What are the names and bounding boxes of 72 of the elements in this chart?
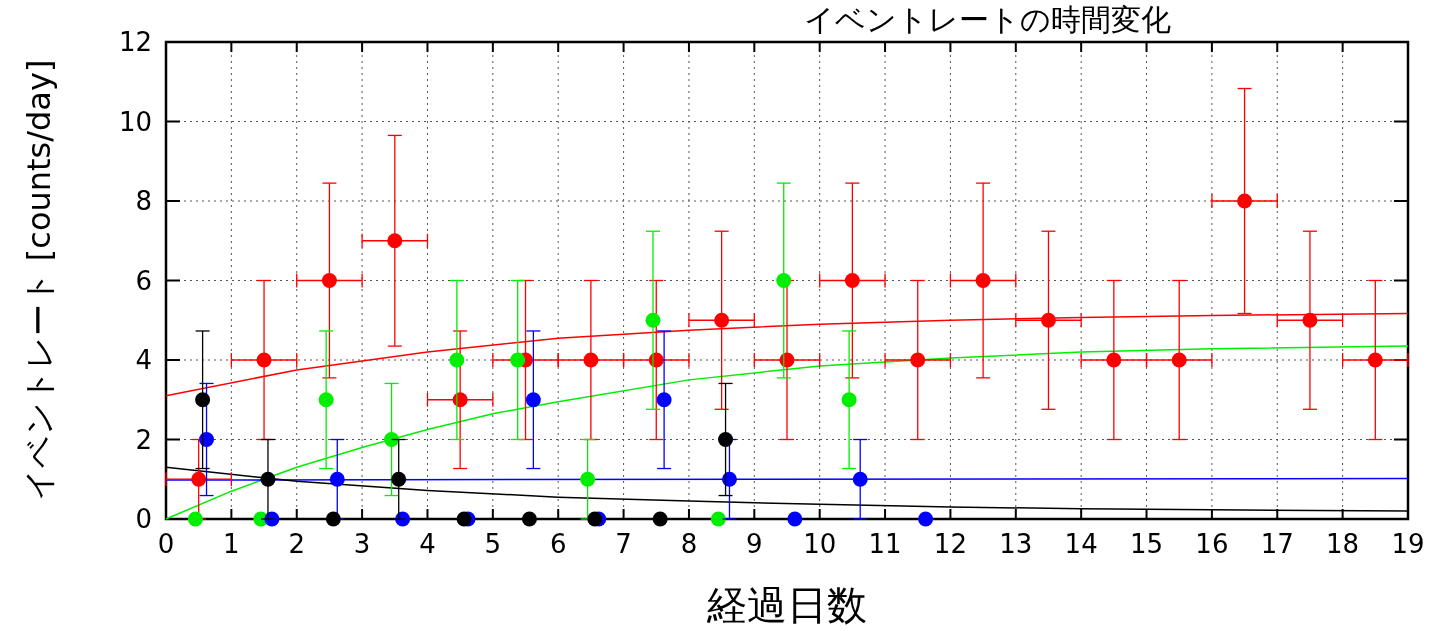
point [449,352,465,368]
x-axis-title: 経過日数 [706,582,867,628]
point [456,511,472,527]
x-tick-label: 12 [933,529,967,559]
point [1302,312,1318,328]
x-tick-label: 3 [353,529,371,559]
y-tick-label: 2 [135,424,152,455]
point [714,312,730,328]
point [718,432,734,447]
x-tick-label: 7 [615,529,632,559]
x-tick-label: 2 [288,529,306,559]
point [918,511,934,527]
point [521,511,537,527]
y-tick-label: 6 [135,265,152,296]
x-tick-label: 16 [1195,529,1229,559]
x-tick-label: 18 [1326,529,1360,559]
y-axis-title: イベントレート [counts/day] [20,59,58,502]
y-tick-label: 10 [118,106,152,137]
point [191,471,207,487]
point [844,273,860,288]
point [510,352,526,368]
x-tick-label: 14 [1064,529,1098,559]
point [583,352,599,368]
y-tick-label: 4 [135,345,152,375]
point [391,471,407,487]
x-tick-label: 11 [868,529,902,559]
point [1106,352,1122,368]
x-tick-label: 4 [419,529,436,559]
x-tick-label: 13 [999,529,1033,559]
point [525,392,541,408]
point [325,511,341,527]
point [256,352,272,368]
point [1367,352,1383,368]
x-tick-label: 15 [1129,529,1164,559]
x-tick-label: 17 [1260,529,1294,559]
point [1040,312,1056,328]
y-tick-label: 0 [135,504,152,534]
x-tick-label: 1 [223,529,240,559]
point [852,471,868,487]
point [260,471,276,487]
point [587,511,603,527]
point [321,273,337,288]
point [329,471,345,487]
y-tick-label: 8 [135,186,152,216]
point [387,233,403,249]
point [580,471,596,487]
x-tick-label: 10 [803,529,837,559]
point [199,432,215,447]
point [710,511,726,527]
point [384,432,400,447]
point [1237,193,1253,209]
point [318,392,334,408]
point [975,273,991,288]
x-tick-label: 9 [746,529,763,559]
point [841,392,857,408]
point [721,471,737,487]
point [1171,352,1187,368]
x-tick-label: 5 [484,529,502,559]
point [787,511,803,527]
y-tick-label: 12 [118,27,152,57]
point [195,392,211,408]
point [652,511,668,527]
point [776,273,792,288]
chart-title: イベントレートの時間変化 [803,2,1171,37]
x-tick-label: 19 [1391,529,1425,559]
point [910,352,926,368]
x-tick-label: 6 [549,529,567,559]
point [645,312,661,328]
x-tick-label: 8 [680,529,698,559]
point [656,392,672,408]
x-tick-label: 0 [157,529,175,559]
point [187,511,203,527]
